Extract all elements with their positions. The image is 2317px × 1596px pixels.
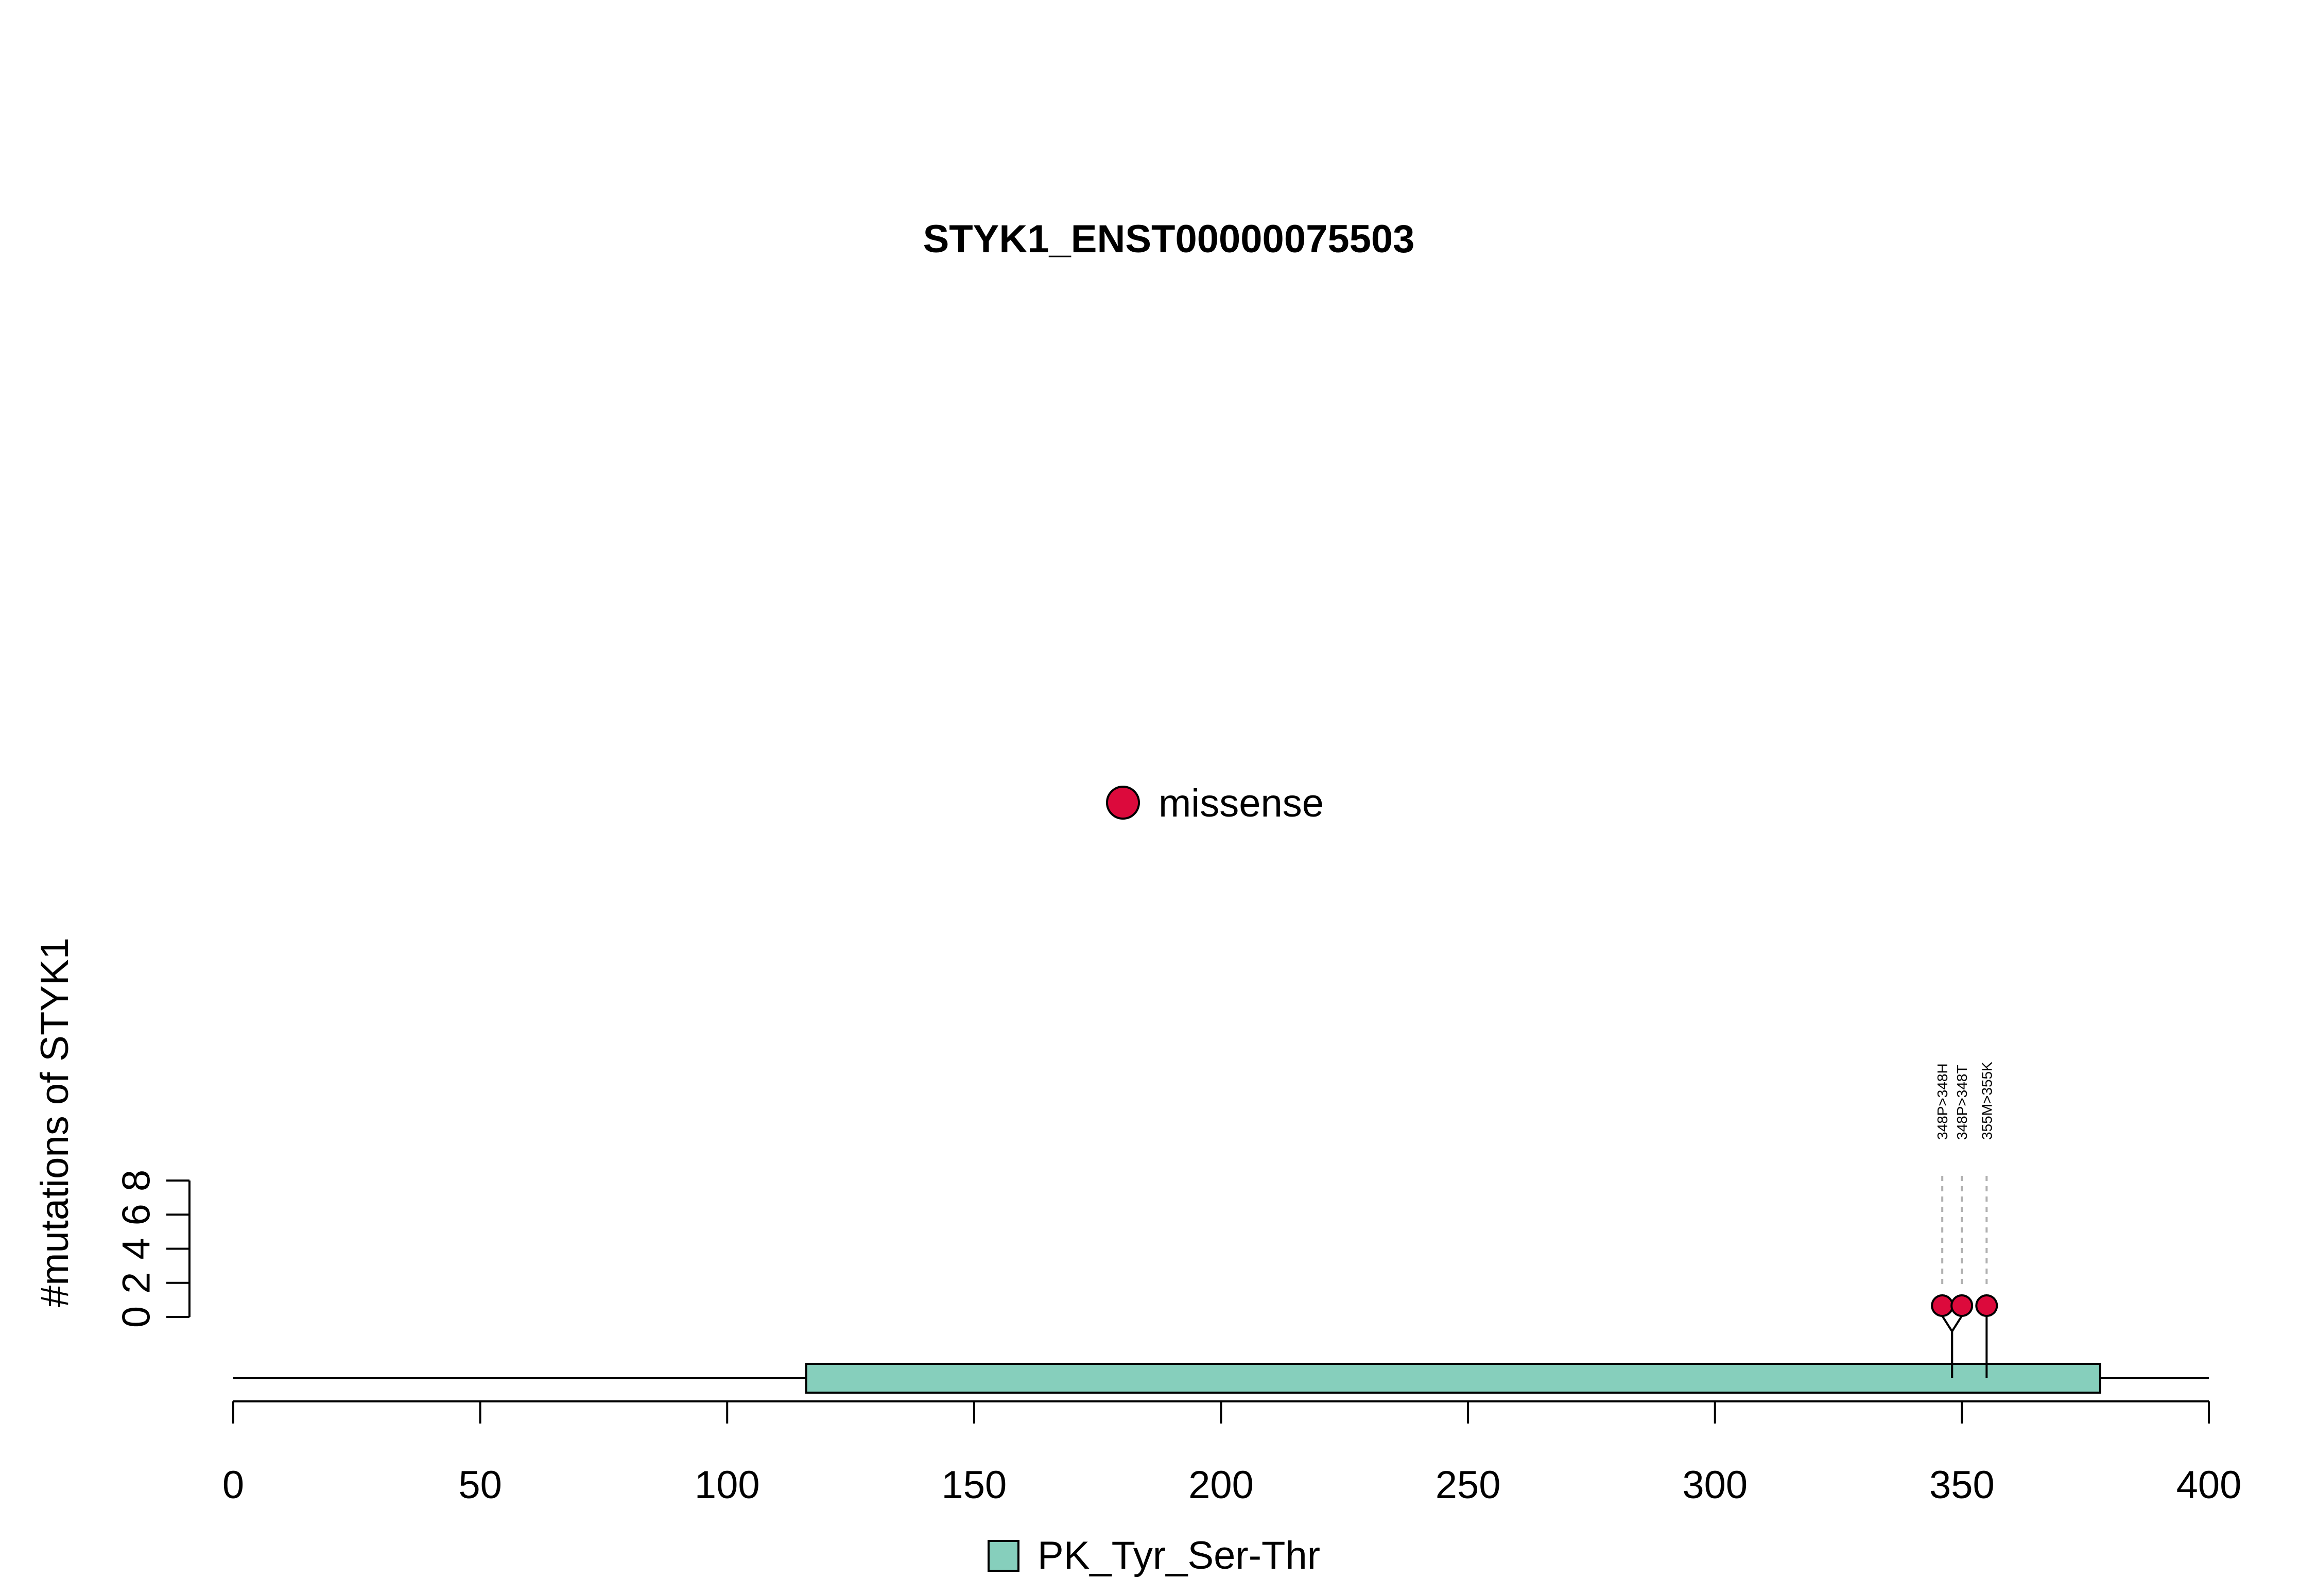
y-tick-label-2: 2 — [115, 1272, 159, 1294]
x-tick-label-300: 300 — [1682, 1463, 1748, 1507]
x-tick-label-100: 100 — [695, 1463, 760, 1507]
x-tick-label-150: 150 — [941, 1463, 1007, 1507]
y-tick-label-0: 0 — [115, 1306, 159, 1328]
y-tick-label-6: 6 — [115, 1204, 159, 1225]
lollipop-head — [1931, 1294, 1954, 1317]
y-axis-label: #mutations of STYK1 — [33, 938, 77, 1307]
domain-legend-swatch — [988, 1540, 1019, 1572]
x-tick-label-200: 200 — [1188, 1463, 1254, 1507]
mutation-type-legend: missense — [1106, 782, 1324, 825]
x-tick-label-400: 400 — [2176, 1463, 2242, 1507]
x-axis: 0 50 100 150 200 250 300 350 400 — [222, 1400, 2242, 1507]
y-axis: 0 2 4 6 8 — [115, 1170, 191, 1328]
mutation-label: 348P>348H — [1934, 1063, 1950, 1140]
mutation-355M>355K: 355M>355K — [1975, 1062, 1998, 1378]
domain-0 — [805, 1363, 2101, 1394]
x-tick-label-0: 0 — [222, 1463, 244, 1507]
missense-legend-label: missense — [1158, 782, 1324, 825]
y-tick-label-4: 4 — [115, 1238, 159, 1259]
mutation-348P>348T: 348P>348T — [1950, 1065, 1974, 1378]
mutation-348P>348H: 348P>348H — [1931, 1063, 1954, 1378]
x-tick-label-350: 350 — [1929, 1463, 1995, 1507]
domain-layer — [805, 1363, 2101, 1394]
mutation-layer: 348P>348H 348P>348T 355M>355K — [1931, 1062, 1998, 1378]
missense-legend-marker — [1106, 786, 1140, 820]
x-tick-label-250: 250 — [1436, 1463, 1501, 1507]
chart-title: STYK1_ENST00000075503 — [923, 217, 1415, 261]
x-tick-label-50: 50 — [458, 1463, 502, 1507]
mutation-label: 348P>348T — [1954, 1065, 1970, 1140]
domain-legend: PK_Tyr_Ser-Thr — [988, 1534, 1320, 1577]
lollipop-head — [1975, 1294, 1998, 1317]
mutation-label: 355M>355K — [1979, 1062, 1995, 1140]
lollipop-head — [1950, 1294, 1974, 1317]
domain-legend-label: PK_Tyr_Ser-Thr — [1038, 1534, 1320, 1577]
y-tick-label-8: 8 — [115, 1170, 159, 1191]
